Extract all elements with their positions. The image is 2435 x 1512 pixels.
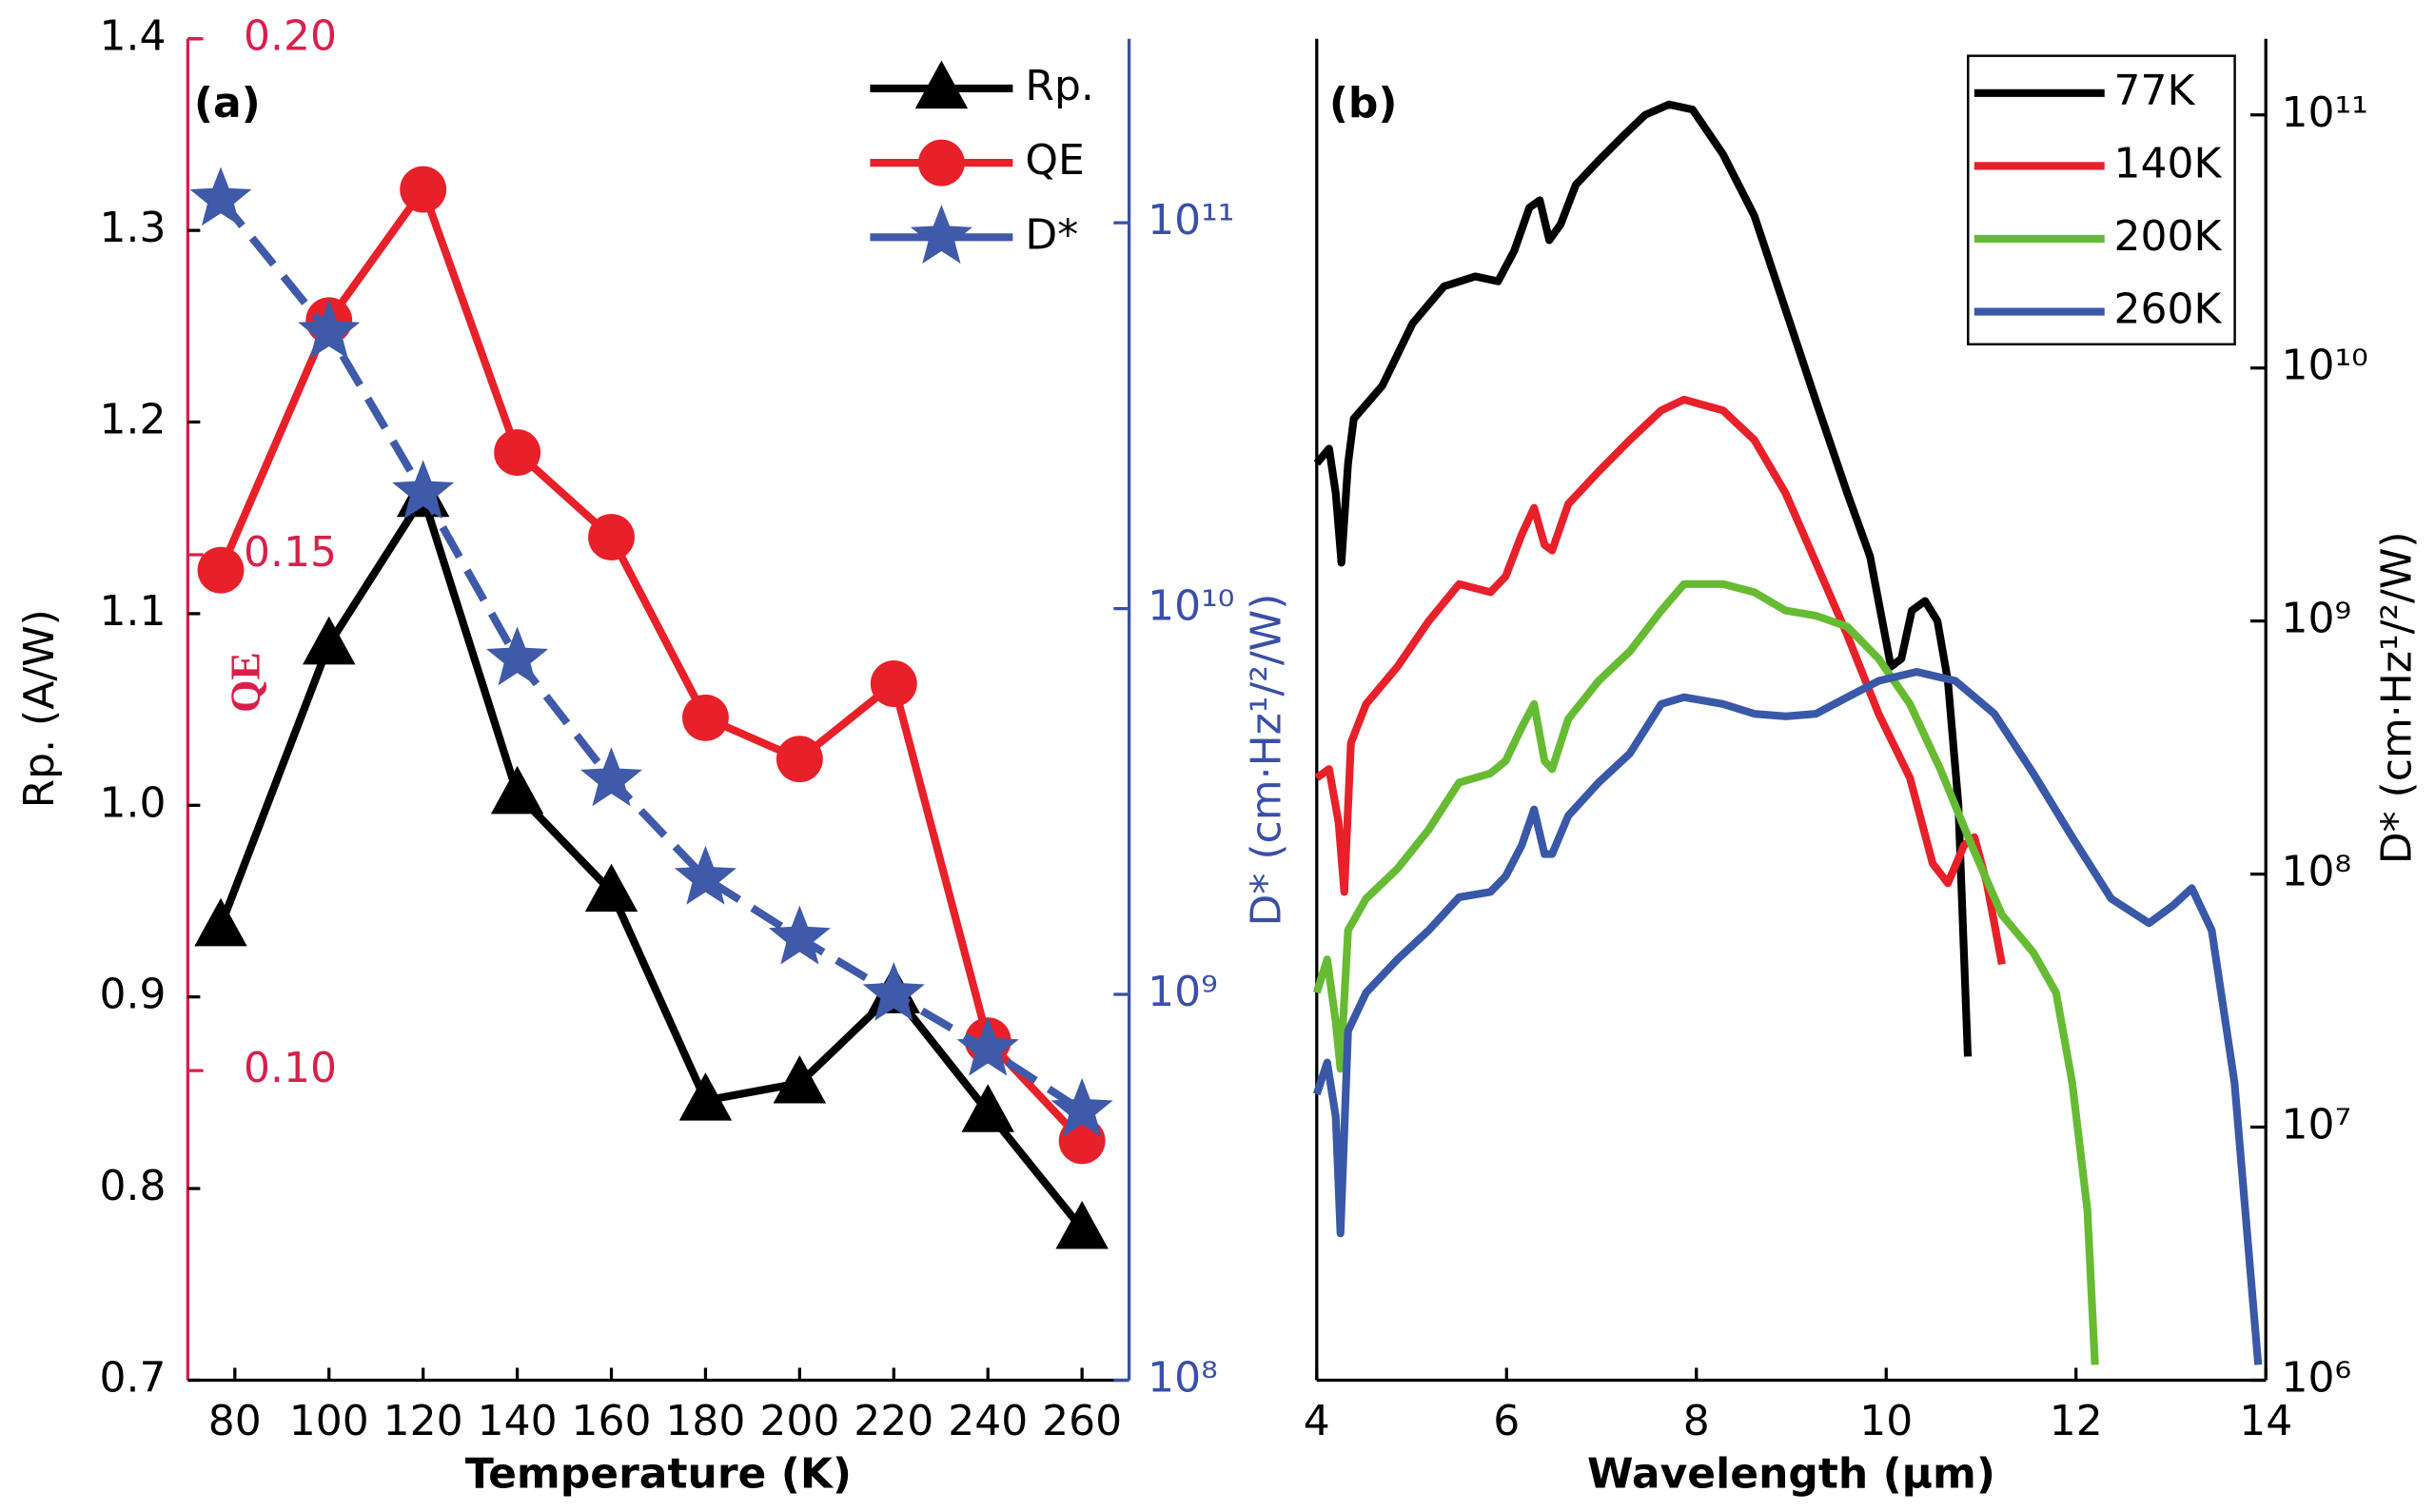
legend-label: QE — [1025, 136, 1084, 185]
legend-box — [1967, 54, 2236, 346]
y-axis-title: Rp. (A/W) — [15, 609, 64, 808]
marker — [490, 765, 544, 815]
marker — [579, 747, 643, 807]
marker — [584, 863, 638, 913]
y-tick-label: 10⁹ — [2282, 595, 2352, 643]
y-tick-label: 1.4 — [100, 12, 167, 61]
x-tick-label: 140 — [478, 1397, 558, 1445]
marker — [674, 845, 736, 905]
marker — [776, 736, 823, 783]
x-tick-label: 160 — [572, 1397, 652, 1445]
legend-label: D* — [1025, 210, 1078, 259]
marker — [189, 167, 252, 226]
marker — [1051, 1077, 1113, 1137]
marker — [678, 1072, 733, 1121]
series-line — [217, 487, 1086, 1231]
y2-tick-label: 0.20 — [244, 12, 337, 61]
legend-label: 200K — [2113, 212, 2222, 261]
marker — [400, 166, 447, 213]
x-tick-label: 260 — [1042, 1397, 1122, 1445]
x-tick-label: 80 — [208, 1397, 262, 1445]
marker — [681, 694, 729, 741]
x-tick-label: 240 — [948, 1397, 1028, 1445]
marker — [1055, 1201, 1109, 1249]
y2-axis-title: QE — [223, 652, 269, 713]
x-tick-label: 8 — [1683, 1397, 1710, 1445]
marker — [298, 300, 361, 360]
legend-label: Rp. — [1025, 62, 1094, 110]
series-line — [1313, 100, 1973, 1057]
y3-tick-label: 10⁹ — [1148, 968, 1218, 1016]
y3-tick-label: 10⁸ — [1148, 1353, 1218, 1402]
marker — [197, 546, 245, 594]
y-tick-label: 0.8 — [100, 1162, 167, 1210]
marker — [768, 905, 831, 965]
y-tick-label: 10¹⁰ — [2282, 342, 2368, 390]
legend-label: 140K — [2113, 139, 2222, 187]
marker — [588, 514, 635, 560]
x-axis-title: Wavelength (μm) — [1587, 1450, 1995, 1499]
y3-axis-title: D* (cm·Hz¹/²/W) — [1242, 594, 1290, 927]
x-tick-label: 14 — [2239, 1397, 2292, 1445]
y-tick-label: 10⁸ — [2282, 848, 2352, 896]
panel-label: (b) — [1329, 79, 1398, 128]
marker — [870, 660, 917, 707]
x-tick-label: 200 — [759, 1397, 839, 1445]
legend-marker — [917, 139, 965, 187]
x-tick-label: 220 — [854, 1397, 933, 1445]
marker — [392, 460, 455, 520]
x-axis-title: Temperature (K) — [465, 1450, 852, 1499]
marker — [494, 429, 541, 477]
x-tick-label: 4 — [1304, 1397, 1330, 1445]
series-line — [1314, 395, 2006, 966]
y-tick-label: 1.2 — [100, 396, 167, 444]
x-tick-label: 6 — [1493, 1397, 1520, 1445]
series-line — [1312, 579, 2099, 1365]
y-tick-label: 10⁷ — [2282, 1101, 2352, 1149]
x-tick-label: 10 — [1859, 1397, 1913, 1445]
marker — [194, 897, 247, 947]
y2-tick-label: 0.15 — [244, 528, 337, 577]
y3-tick-label: 10¹¹ — [1148, 196, 1234, 245]
y-tick-label: 1.0 — [100, 778, 167, 827]
legend-label: 260K — [2113, 285, 2222, 334]
marker — [486, 626, 549, 686]
series-line — [217, 181, 1086, 1144]
y-tick-label: 1.1 — [100, 587, 167, 636]
y-axis-title: D* (cm·Hz¹/²/W) — [2372, 531, 2421, 864]
legend-marker — [910, 205, 972, 265]
y-tick-label: 1.3 — [100, 204, 167, 252]
marker — [303, 616, 356, 665]
y-tick-label: 0.7 — [100, 1353, 167, 1402]
series-line — [1312, 667, 2263, 1365]
y2-tick-label: 0.10 — [244, 1044, 337, 1092]
x-tick-label: 100 — [289, 1397, 369, 1445]
y-tick-label: 0.9 — [100, 971, 167, 1019]
legend-marker — [914, 60, 969, 109]
marker — [862, 961, 925, 1021]
y-tick-label: 10¹¹ — [2282, 88, 2368, 137]
legend-label: 77K — [2113, 67, 2195, 115]
series-line — [217, 197, 1085, 1114]
x-tick-label: 12 — [2050, 1397, 2103, 1445]
marker — [773, 1054, 827, 1104]
x-tick-label: 120 — [383, 1397, 463, 1445]
y3-tick-label: 10¹⁰ — [1148, 582, 1234, 631]
x-tick-label: 180 — [665, 1397, 745, 1445]
panel-label: (a) — [194, 79, 261, 128]
marker — [956, 1016, 1019, 1076]
marker — [1058, 1117, 1106, 1165]
marker — [961, 1084, 1014, 1132]
y-tick-label: 10⁶ — [2282, 1353, 2352, 1402]
